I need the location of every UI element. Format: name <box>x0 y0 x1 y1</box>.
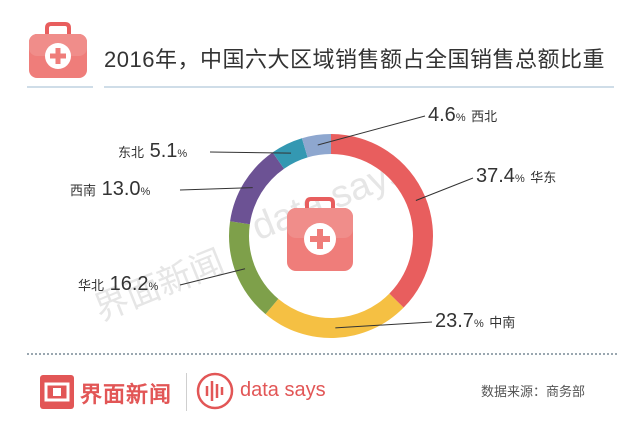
leader-line-5 <box>209 151 292 154</box>
slice-category: 华东 <box>530 170 557 185</box>
slice-category: 东北 <box>118 145 145 160</box>
footer: 界面新闻 data says 数据来源：商务部 <box>0 360 640 434</box>
slice-label-2: 23.7% 中南 <box>435 311 515 331</box>
page-title: 2016年，中国六大区域销售额占全国销售总额比重 <box>104 47 605 72</box>
title-underline-left <box>27 86 93 88</box>
slice-category: 西南 <box>70 183 97 198</box>
donut-slice-1 <box>331 134 433 308</box>
slice-category: 中南 <box>489 315 516 330</box>
slice-value: 37.4 <box>476 165 515 187</box>
slice-unit: % <box>140 186 151 198</box>
slice-value: 16.2 <box>109 273 149 295</box>
slice-unit: % <box>455 112 466 124</box>
donut-slice-6 <box>301 134 331 158</box>
waveform-icon <box>196 372 234 410</box>
leader-line-4 <box>179 187 253 191</box>
datasays-text: data says <box>240 379 326 401</box>
header: 2016年，中国六大区域销售额占全国销售总额比重 <box>0 0 640 95</box>
first-aid-kit-icon <box>29 22 87 78</box>
slice-value: 23.7 <box>435 310 474 332</box>
slice-label-5: 东北 5.1% <box>118 141 187 161</box>
slice-label-6: 4.6% 西北 <box>428 105 497 125</box>
center-first-aid-kit-icon <box>287 197 353 271</box>
leader-line-3 <box>179 268 246 286</box>
donut-chart <box>179 115 474 338</box>
slice-unit: % <box>514 173 525 185</box>
slice-value: 5.1 <box>149 140 178 162</box>
footer-divider <box>186 373 187 411</box>
donut-slice-2 <box>265 293 404 338</box>
slice-unit: % <box>177 148 188 160</box>
donut-slice-4 <box>230 152 285 225</box>
slice-label-3: 华北 16.2% <box>78 274 158 294</box>
slice-value: 4.6 <box>428 104 456 126</box>
slice-unit: % <box>148 281 159 293</box>
footer-separator <box>27 353 617 355</box>
title-underline <box>104 86 614 88</box>
slice-label-1: 37.4% 华东 <box>476 166 556 186</box>
leader-line-2 <box>335 321 433 329</box>
slice-category: 华北 <box>78 278 105 293</box>
leader-line-6 <box>317 115 426 146</box>
brand-name: 界面新闻 <box>80 382 173 407</box>
slice-label-4: 西南 13.0% <box>70 179 150 199</box>
jiemian-logo-icon <box>40 375 74 409</box>
donut-slice-3 <box>229 221 279 315</box>
slice-category: 西北 <box>471 109 498 124</box>
data-source: 数据来源：商务部 <box>481 384 586 399</box>
leader-line-1 <box>415 177 474 201</box>
slice-unit: % <box>473 318 484 330</box>
slice-value: 13.0 <box>101 178 141 200</box>
